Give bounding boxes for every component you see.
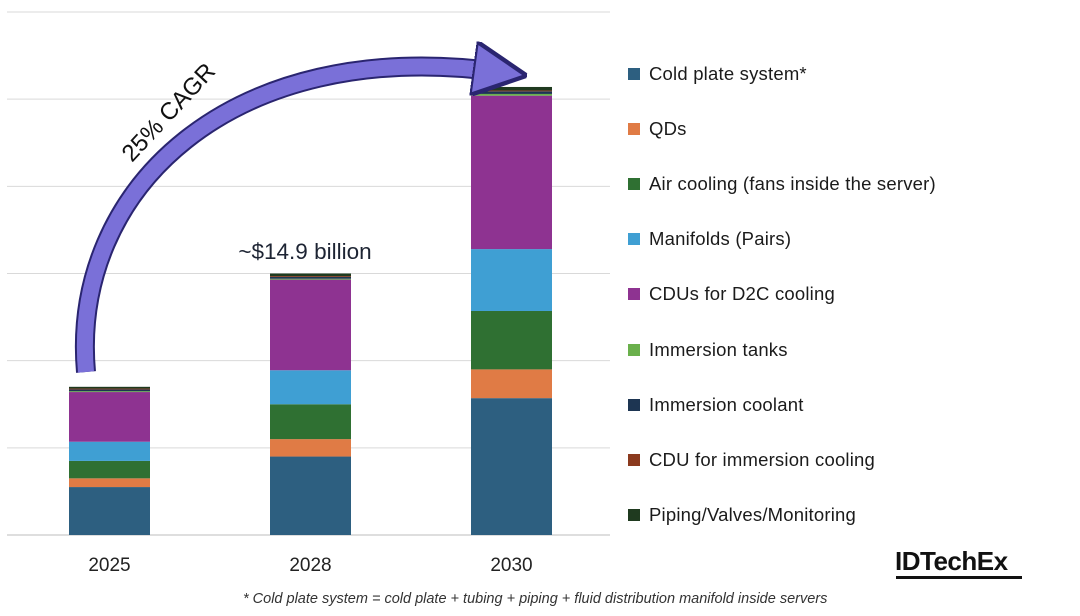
legend-swatch (628, 398, 640, 411)
bar-segment-2030-1 (471, 369, 552, 399)
bar-segment-2025-4 (69, 392, 150, 442)
chart-footnote: * Cold plate system = cold plate + tubin… (243, 591, 828, 607)
bar-segment-2028-5 (270, 278, 351, 280)
idtechex-logo: IDTechEx (895, 546, 1008, 576)
legend-label: CDU for immersion cooling (649, 448, 876, 470)
legend-label: Air cooling (fans inside the server) (649, 172, 936, 194)
x-tick-label: 2025 (88, 555, 130, 576)
bar-segment-2030-2 (471, 310, 552, 370)
legend-swatch (628, 233, 640, 246)
bar-segment-2025-2 (69, 460, 150, 479)
legend-label: QDs (649, 117, 687, 139)
logo-underline (896, 576, 1022, 579)
bar-segment-2028-0 (270, 456, 351, 535)
legend-item: Air cooling (fans inside the server) (628, 156, 1073, 211)
bar-segment-2025-5 (69, 391, 150, 393)
bar-segment-2028-1 (270, 439, 351, 457)
legend-item: Manifolds (Pairs) (628, 212, 1073, 267)
legend-label: CDUs for D2C cooling (649, 283, 835, 305)
bar-segment-2030-4 (471, 95, 552, 250)
legend-item: Piping/Valves/Monitoring (628, 488, 1073, 543)
bar-total-label: ~$14.9 billion (238, 239, 371, 264)
legend-label: Immersion coolant (649, 393, 804, 415)
legend-item: Cold plate system* (628, 46, 1073, 101)
bar-segment-2025-3 (69, 441, 150, 461)
legend-label: Cold plate system* (649, 62, 807, 84)
bar-segment-2030-0 (471, 398, 552, 535)
bar-segment-2030-8 (471, 86, 552, 91)
bar-segment-2025-8 (69, 386, 150, 389)
bar-segment-2028-7 (270, 276, 351, 277)
bar-segment-2030-3 (471, 249, 552, 311)
legend-swatch (628, 122, 640, 135)
legend-swatch (628, 67, 640, 80)
legend-label: Manifolds (Pairs) (649, 228, 792, 250)
bar-segment-2030-5 (471, 93, 552, 96)
legend-item: Immersion coolant (628, 377, 1073, 432)
bar-segment-2025-7 (69, 388, 150, 390)
legend-label: Piping/Valves/Monitoring (649, 504, 857, 526)
cagr-arrow-fill (76, 66, 500, 373)
bar-segment-2030-6 (471, 91, 552, 94)
legend-item: CDU for immersion cooling (628, 432, 1073, 487)
chart-legend: Cold plate system* QDs Air cooling (fans i… (628, 46, 1073, 543)
bar-segment-2028-6 (270, 276, 351, 279)
bar-segment-2028-8 (270, 273, 351, 277)
legend-swatch (628, 288, 640, 301)
legend-swatch (628, 453, 640, 466)
bar-segment-2028-3 (270, 370, 351, 405)
legend-item: QDs (628, 101, 1073, 156)
legend-item: CDUs for D2C cooling (628, 267, 1073, 322)
legend-swatch (628, 343, 640, 356)
bar-segment-2030-7 (471, 90, 552, 92)
x-tick-label: 2030 (490, 555, 532, 576)
bar-segment-2028-2 (270, 404, 351, 440)
bar-segment-2025-6 (69, 389, 150, 392)
legend-swatch (628, 509, 640, 522)
x-tick-label: 2028 (289, 555, 331, 576)
bar-segment-2028-4 (270, 279, 351, 371)
legend-label: Immersion tanks (649, 338, 788, 360)
bar-segment-2025-1 (69, 478, 150, 488)
bar-segment-2025-0 (69, 487, 150, 535)
legend-swatch (628, 177, 640, 190)
legend-item: Immersion tanks (628, 322, 1073, 377)
